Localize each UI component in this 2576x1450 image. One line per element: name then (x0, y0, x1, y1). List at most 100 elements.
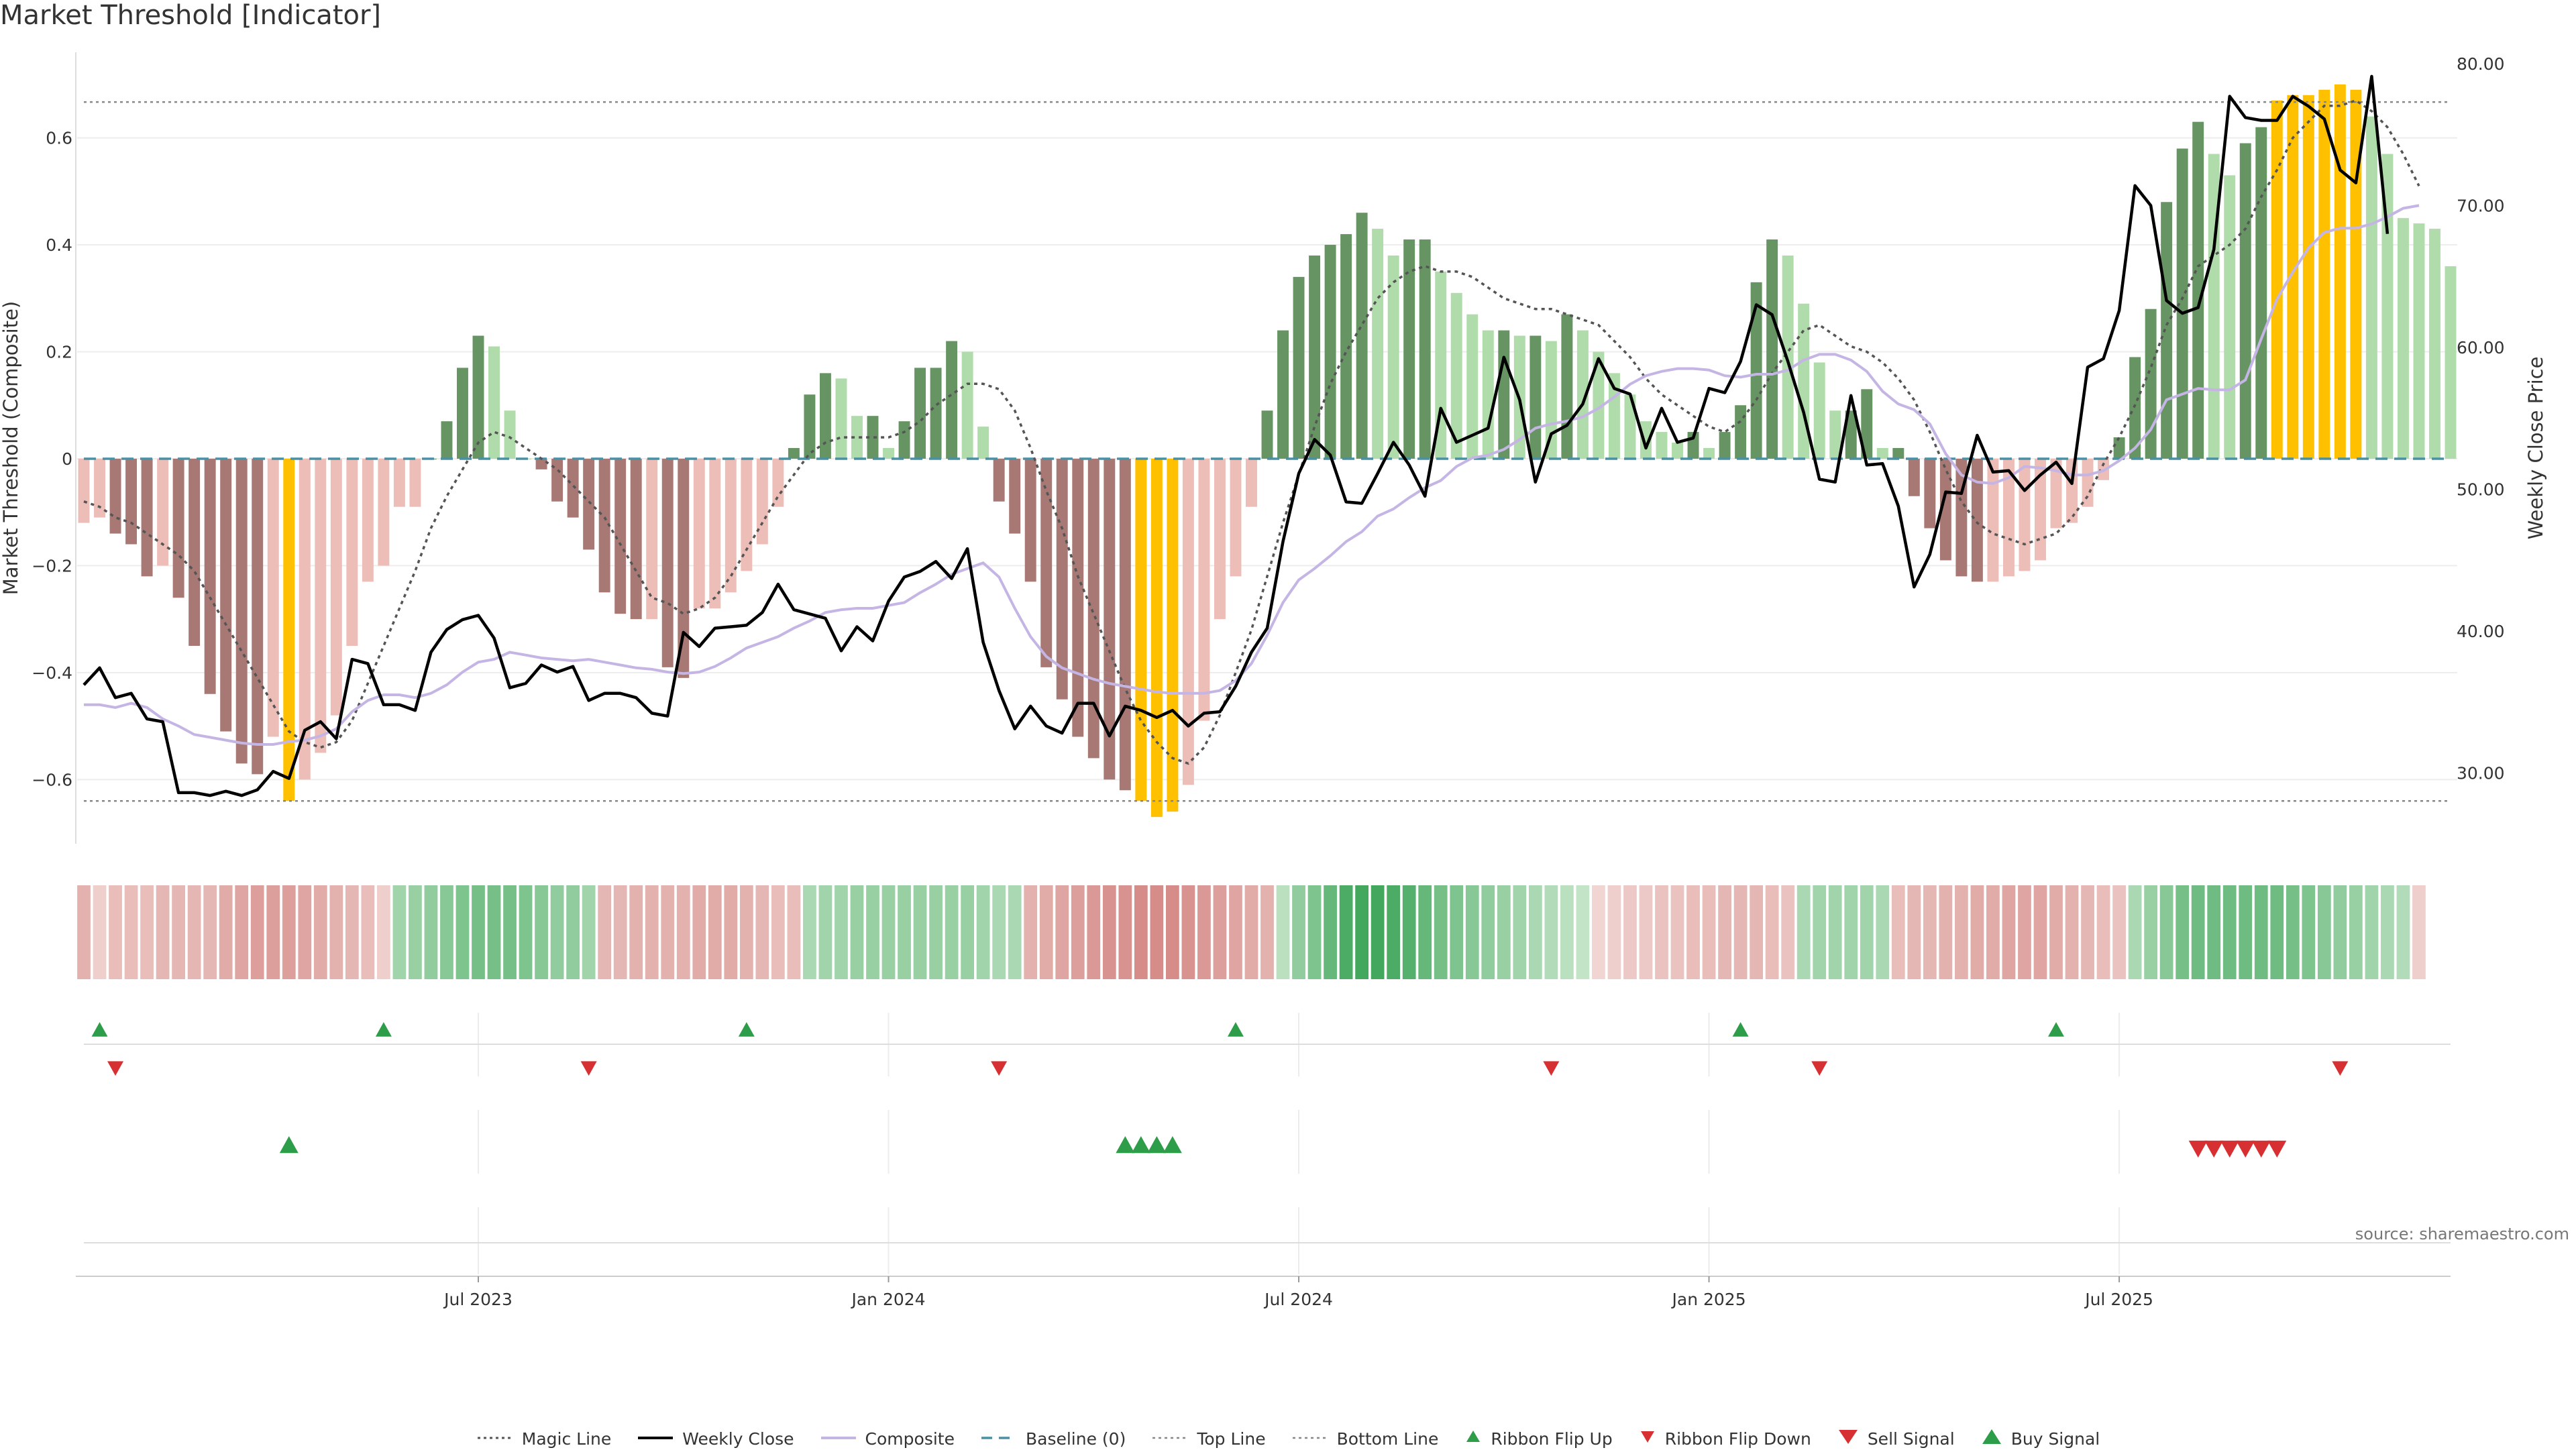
composite-bar (1324, 245, 1336, 459)
legend-item-top: Top Line (1151, 1429, 1266, 1449)
composite-bar (1545, 341, 1557, 459)
ribbon-cell (2002, 885, 2016, 979)
composite-bar (1040, 458, 1053, 667)
composite-bar (898, 421, 910, 459)
x-tick-label: Jul 2024 (1263, 1290, 1333, 1309)
ribbon-cell (2317, 885, 2331, 979)
buy-signal-marker (1131, 1136, 1150, 1154)
ribbon-cell (1244, 885, 1258, 979)
ribbon-cell (1844, 885, 1858, 979)
ribbon-cell (1828, 885, 1842, 979)
ribbon-cell (2081, 885, 2094, 979)
composite-bar (1561, 314, 1573, 459)
ribbon-cell (298, 885, 312, 979)
composite-bar (346, 458, 358, 646)
sell-signal-marker (2220, 1140, 2239, 1158)
ribbon-cell (992, 885, 1006, 979)
composite-bar (172, 458, 184, 598)
ribbon-cell (1402, 885, 1416, 979)
ribbon-cell (835, 885, 848, 979)
ribbon-cell (2144, 885, 2157, 979)
composite-bar (2413, 223, 2425, 459)
composite-bar (330, 458, 342, 716)
ribbon-cell (1355, 885, 1368, 979)
ribbon-cell (472, 885, 485, 979)
legend-swatch-flipdown (1638, 1429, 1657, 1449)
y-left-tick-label: −0.2 (32, 556, 72, 575)
composite-bar (472, 335, 484, 459)
composite-bar (1024, 458, 1036, 582)
composite-bar (1593, 351, 1605, 459)
composite-bar (930, 368, 942, 459)
ribbon-cell (1450, 885, 1464, 979)
ribbon-flip-up-marker (1732, 1022, 1749, 1037)
ribbon-cell (1481, 885, 1495, 979)
ribbon-cell (2033, 885, 2047, 979)
ribbon-cell (1923, 885, 1937, 979)
composite-bar (2066, 458, 2078, 523)
ribbon-cell (1307, 885, 1322, 979)
composite-bar (1293, 276, 1305, 459)
x-tick-label: Jul 2025 (2084, 1290, 2153, 1309)
composite-bar (1246, 458, 1257, 507)
ribbon-cell (282, 885, 296, 979)
ribbon-cell (1150, 885, 1164, 979)
composite-bar (488, 346, 500, 459)
ribbon-cell (1986, 885, 2000, 979)
ribbon-cell (1639, 885, 1653, 979)
composite-bar (2176, 148, 2188, 459)
composite-bar (614, 458, 627, 614)
composite-bar (661, 458, 674, 667)
sell-signal-marker (2188, 1140, 2208, 1158)
ribbon-cell (1024, 885, 1038, 979)
ribbon-cell (109, 885, 122, 979)
ribbon-cell (2396, 885, 2410, 979)
composite-bar (551, 458, 564, 502)
ribbon-cell (739, 885, 753, 979)
composite-bar (709, 458, 721, 609)
composite-bar (1939, 458, 1951, 561)
composite-line (84, 204, 2420, 746)
buy-signal-marker (1163, 1136, 1182, 1154)
composite-bar (804, 394, 816, 459)
composite-bar (1150, 458, 1163, 818)
composite-bar (583, 458, 595, 550)
ribbon-cell (2222, 885, 2237, 979)
composite-bar (125, 458, 138, 545)
ribbon-cell (487, 885, 501, 979)
ribbon-cell (755, 885, 769, 979)
composite-bar (1924, 458, 1936, 528)
y-left-axis-label: Market Threshold (Composite) (0, 301, 22, 595)
ribbon-cell (1702, 885, 1716, 979)
composite-bar (1119, 458, 1131, 791)
weekly-close-line (83, 74, 2390, 797)
composite-bar (1482, 330, 1494, 459)
composite-bar (2113, 437, 2125, 459)
ribbon-cell (1055, 885, 1069, 979)
ribbon-cell (1513, 885, 1527, 979)
composite-bar (1529, 335, 1542, 459)
ribbon-cell (187, 885, 201, 979)
legend-item-flipdown: Ribbon Flip Down (1638, 1429, 1811, 1449)
composite-bar (961, 351, 973, 459)
composite-bar (1087, 458, 1099, 759)
legend-label: Sell Signal (1867, 1429, 1955, 1449)
ribbon-cell (787, 885, 801, 979)
ribbon-cell (1939, 885, 1953, 979)
composite-bar (1672, 443, 1683, 459)
ribbon-cell (1387, 885, 1401, 979)
composite-bar (1703, 448, 1715, 459)
composite-bar (1450, 292, 1462, 459)
legend-item-buy: Buy Signal (1980, 1427, 2100, 1450)
ribbon-cell (1750, 885, 1763, 979)
composite-bar (267, 458, 279, 737)
composite-bar (819, 373, 831, 459)
composite-bar (630, 458, 642, 620)
composite-bar (946, 341, 958, 459)
ribbon-cell (1860, 885, 1874, 979)
composite-bar (1845, 410, 1857, 459)
ribbon-flip-down-marker (1543, 1061, 1560, 1076)
ribbon-cell (1276, 885, 1290, 979)
legend-item-sell: Sell Signal (1837, 1427, 1955, 1450)
ribbon-cell (2270, 885, 2284, 979)
